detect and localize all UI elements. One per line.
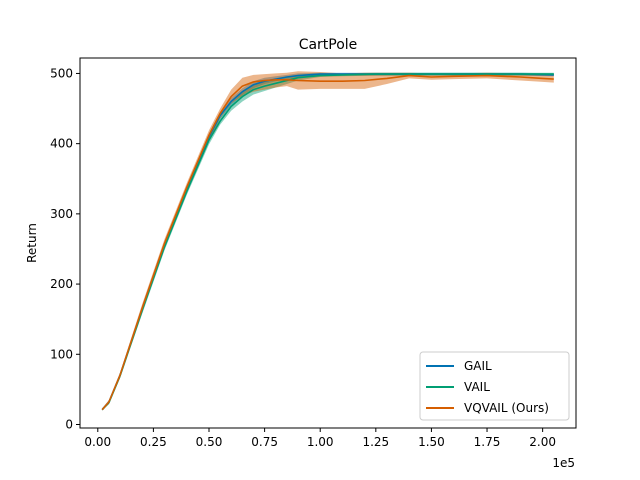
y-tick-label: 100: [50, 347, 73, 361]
x-tick-label: 0.00: [84, 435, 111, 449]
line-vail: [101, 73, 554, 411]
x-tick-label: 0.75: [251, 435, 278, 449]
y-tick-label: 300: [50, 207, 73, 221]
x-tick-label: 0.50: [196, 435, 223, 449]
legend-box: [419, 351, 570, 421]
x-tick-label: 1.75: [474, 435, 501, 449]
y-tick-label: 400: [50, 137, 73, 151]
y-tick-label: 0: [65, 417, 73, 431]
x-tick-label: 1.50: [418, 435, 445, 449]
plot-frame: [79, 57, 577, 429]
x-tick-label: 2.00: [529, 435, 556, 449]
legend-label-vail: VAIL: [464, 380, 490, 394]
legend-label-gail: GAIL: [464, 359, 492, 373]
x-tick-label: 1.00: [307, 435, 334, 449]
x-tick-label: 0.25: [140, 435, 167, 449]
y-axis-label: Return: [25, 223, 39, 263]
y-axis: 0 100 200 300 400 500: [50, 66, 80, 431]
series-lines: [101, 73, 554, 411]
chart-title: CartPole: [299, 37, 358, 53]
x-axis: 0.00 0.25 0.50 0.75 1.00 1.25 1.50 1.75 2.00: [84, 428, 556, 449]
x-axis-offset-label: 1e5: [552, 456, 575, 470]
line-vqvail-ours: [101, 74, 554, 411]
y-tick-label: 200: [50, 277, 73, 291]
legend-label-vqvail-ours: VQVAIL (Ours): [464, 401, 549, 415]
legend: GAIL VAIL VQVAIL (Ours): [419, 351, 570, 421]
y-tick-label: 500: [50, 66, 73, 80]
x-tick-label: 1.25: [362, 435, 389, 449]
